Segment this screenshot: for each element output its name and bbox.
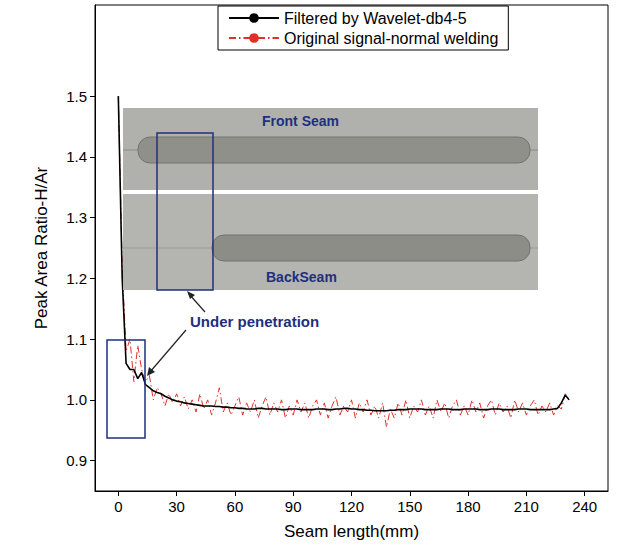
svg-text:Filtered by Wavelet-db4-5: Filtered by Wavelet-db4-5 <box>284 10 467 27</box>
svg-text:180: 180 <box>456 498 481 515</box>
svg-text:1.3: 1.3 <box>66 209 87 226</box>
svg-text:Front Seam: Front Seam <box>262 113 339 129</box>
svg-text:120: 120 <box>339 498 364 515</box>
svg-text:Under penetration: Under penetration <box>190 313 319 330</box>
svg-text:BackSeam: BackSeam <box>266 269 337 285</box>
svg-text:90: 90 <box>285 498 302 515</box>
svg-text:60: 60 <box>227 498 244 515</box>
svg-text:1.1: 1.1 <box>66 331 87 348</box>
svg-text:0.9: 0.9 <box>66 452 87 469</box>
svg-text:Seam length(mm): Seam length(mm) <box>284 522 419 541</box>
svg-text:0: 0 <box>114 498 122 515</box>
svg-text:Peak Area Ratio-H/Ar: Peak Area Ratio-H/Ar <box>32 166 51 329</box>
svg-text:240: 240 <box>572 498 597 515</box>
svg-text:1.0: 1.0 <box>66 391 87 408</box>
svg-text:Original signal-normal welding: Original signal-normal welding <box>284 30 498 47</box>
svg-text:1.4: 1.4 <box>66 148 87 165</box>
svg-text:210: 210 <box>514 498 539 515</box>
svg-text:1.5: 1.5 <box>66 88 87 105</box>
svg-text:1.2: 1.2 <box>66 270 87 287</box>
svg-text:30: 30 <box>168 498 185 515</box>
svg-text:150: 150 <box>397 498 422 515</box>
